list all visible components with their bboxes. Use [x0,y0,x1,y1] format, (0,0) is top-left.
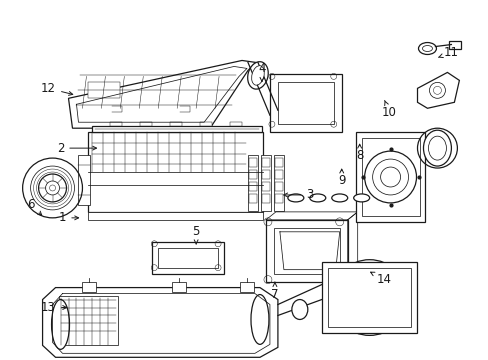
Ellipse shape [291,300,307,319]
Ellipse shape [287,194,303,202]
Polygon shape [417,72,458,108]
Bar [321,262,416,333]
Ellipse shape [427,136,446,160]
Bar [261,155,270,211]
Ellipse shape [309,194,325,202]
Bar [274,158,283,167]
Ellipse shape [251,66,264,85]
Bar [274,182,283,191]
Bar [82,282,96,292]
Text: 11: 11 [438,46,458,59]
Bar [140,122,152,126]
Ellipse shape [418,42,436,54]
Bar [240,282,253,292]
Bar [248,182,256,191]
Text: 14: 14 [370,272,391,286]
Text: 8: 8 [355,144,363,162]
Bar [110,122,122,126]
Bar [88,132,263,212]
Ellipse shape [247,62,268,89]
Ellipse shape [422,45,431,51]
Bar [262,170,269,179]
Text: 2: 2 [57,141,96,155]
Bar [152,242,224,274]
Text: 3: 3 [283,188,313,202]
Bar [274,170,283,179]
Bar [262,158,269,167]
Text: 5: 5 [192,225,200,244]
Bar [170,122,182,126]
Bar [247,155,258,211]
Bar [265,220,347,282]
Bar [158,248,218,268]
Bar [78,155,90,205]
Bar [229,122,242,126]
Bar [361,138,419,216]
Bar [269,75,341,132]
Text: 10: 10 [381,100,396,119]
Bar [200,122,212,126]
Bar [448,41,461,49]
Polygon shape [68,60,255,128]
Bar [248,158,256,167]
Bar [274,194,283,203]
Text: 4: 4 [258,62,265,81]
Bar [262,182,269,191]
Ellipse shape [250,294,268,345]
Ellipse shape [423,130,450,166]
Bar [92,126,262,132]
Ellipse shape [331,194,347,202]
Bar [59,296,118,345]
Text: 13: 13 [41,301,66,314]
Bar [248,170,256,179]
Ellipse shape [51,300,69,349]
Text: 6: 6 [27,198,41,215]
Text: 1: 1 [59,211,79,224]
Bar [327,268,410,328]
Bar [355,132,425,222]
Bar [273,228,339,274]
Bar [273,155,284,211]
Text: 7: 7 [271,282,278,301]
Text: 9: 9 [337,169,345,186]
Bar [262,194,269,203]
Bar [172,282,186,292]
Bar [88,82,120,98]
Bar [88,212,263,220]
Text: 12: 12 [41,82,73,95]
Polygon shape [42,288,277,357]
Ellipse shape [353,194,369,202]
Bar [277,82,333,124]
Bar [248,194,256,203]
